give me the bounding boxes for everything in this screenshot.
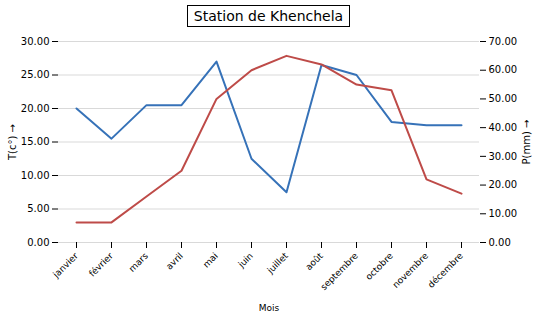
svg-text:juillet: juillet — [265, 250, 291, 276]
svg-text:20.00: 20.00 — [489, 179, 518, 190]
svg-text:10.00: 10.00 — [21, 170, 50, 181]
svg-text:15.00: 15.00 — [21, 136, 50, 147]
svg-text:février: février — [87, 251, 115, 279]
svg-text:T(c°) →: T(c°) → — [7, 124, 18, 161]
svg-text:60.00: 60.00 — [489, 64, 518, 75]
svg-text:septembre: septembre — [319, 250, 361, 292]
svg-text:0.00: 0.00 — [27, 237, 49, 248]
svg-text:mars: mars — [127, 250, 150, 273]
svg-text:25.00: 25.00 — [21, 69, 50, 80]
svg-text:70.00: 70.00 — [489, 36, 518, 47]
svg-text:novembre: novembre — [391, 250, 431, 290]
svg-text:décembre: décembre — [426, 250, 465, 289]
svg-text:0.00: 0.00 — [489, 237, 511, 248]
html-text:Station de Khenchela: Station de Khenchela — [193, 8, 344, 24]
svg-text:mai: mai — [201, 251, 220, 270]
svg-text:30.00: 30.00 — [21, 36, 50, 47]
svg-text:30.00: 30.00 — [489, 151, 518, 162]
svg-text:5.00: 5.00 — [27, 203, 49, 214]
svg-text:août: août — [304, 250, 326, 272]
svg-text:octobre: octobre — [364, 250, 396, 282]
svg-text:P(mm) →: P(mm) → — [521, 120, 532, 165]
svg-text:20.00: 20.00 — [21, 103, 50, 114]
svg-text:juin: juin — [236, 251, 255, 270]
svg-text:50.00: 50.00 — [489, 93, 518, 104]
svg-text:40.00: 40.00 — [489, 122, 518, 133]
svg-text:Mois: Mois — [259, 303, 280, 313]
svg-text:10.00: 10.00 — [489, 208, 518, 219]
svg-text:avril: avril — [164, 251, 185, 272]
svg-text:janvier: janvier — [50, 251, 80, 281]
